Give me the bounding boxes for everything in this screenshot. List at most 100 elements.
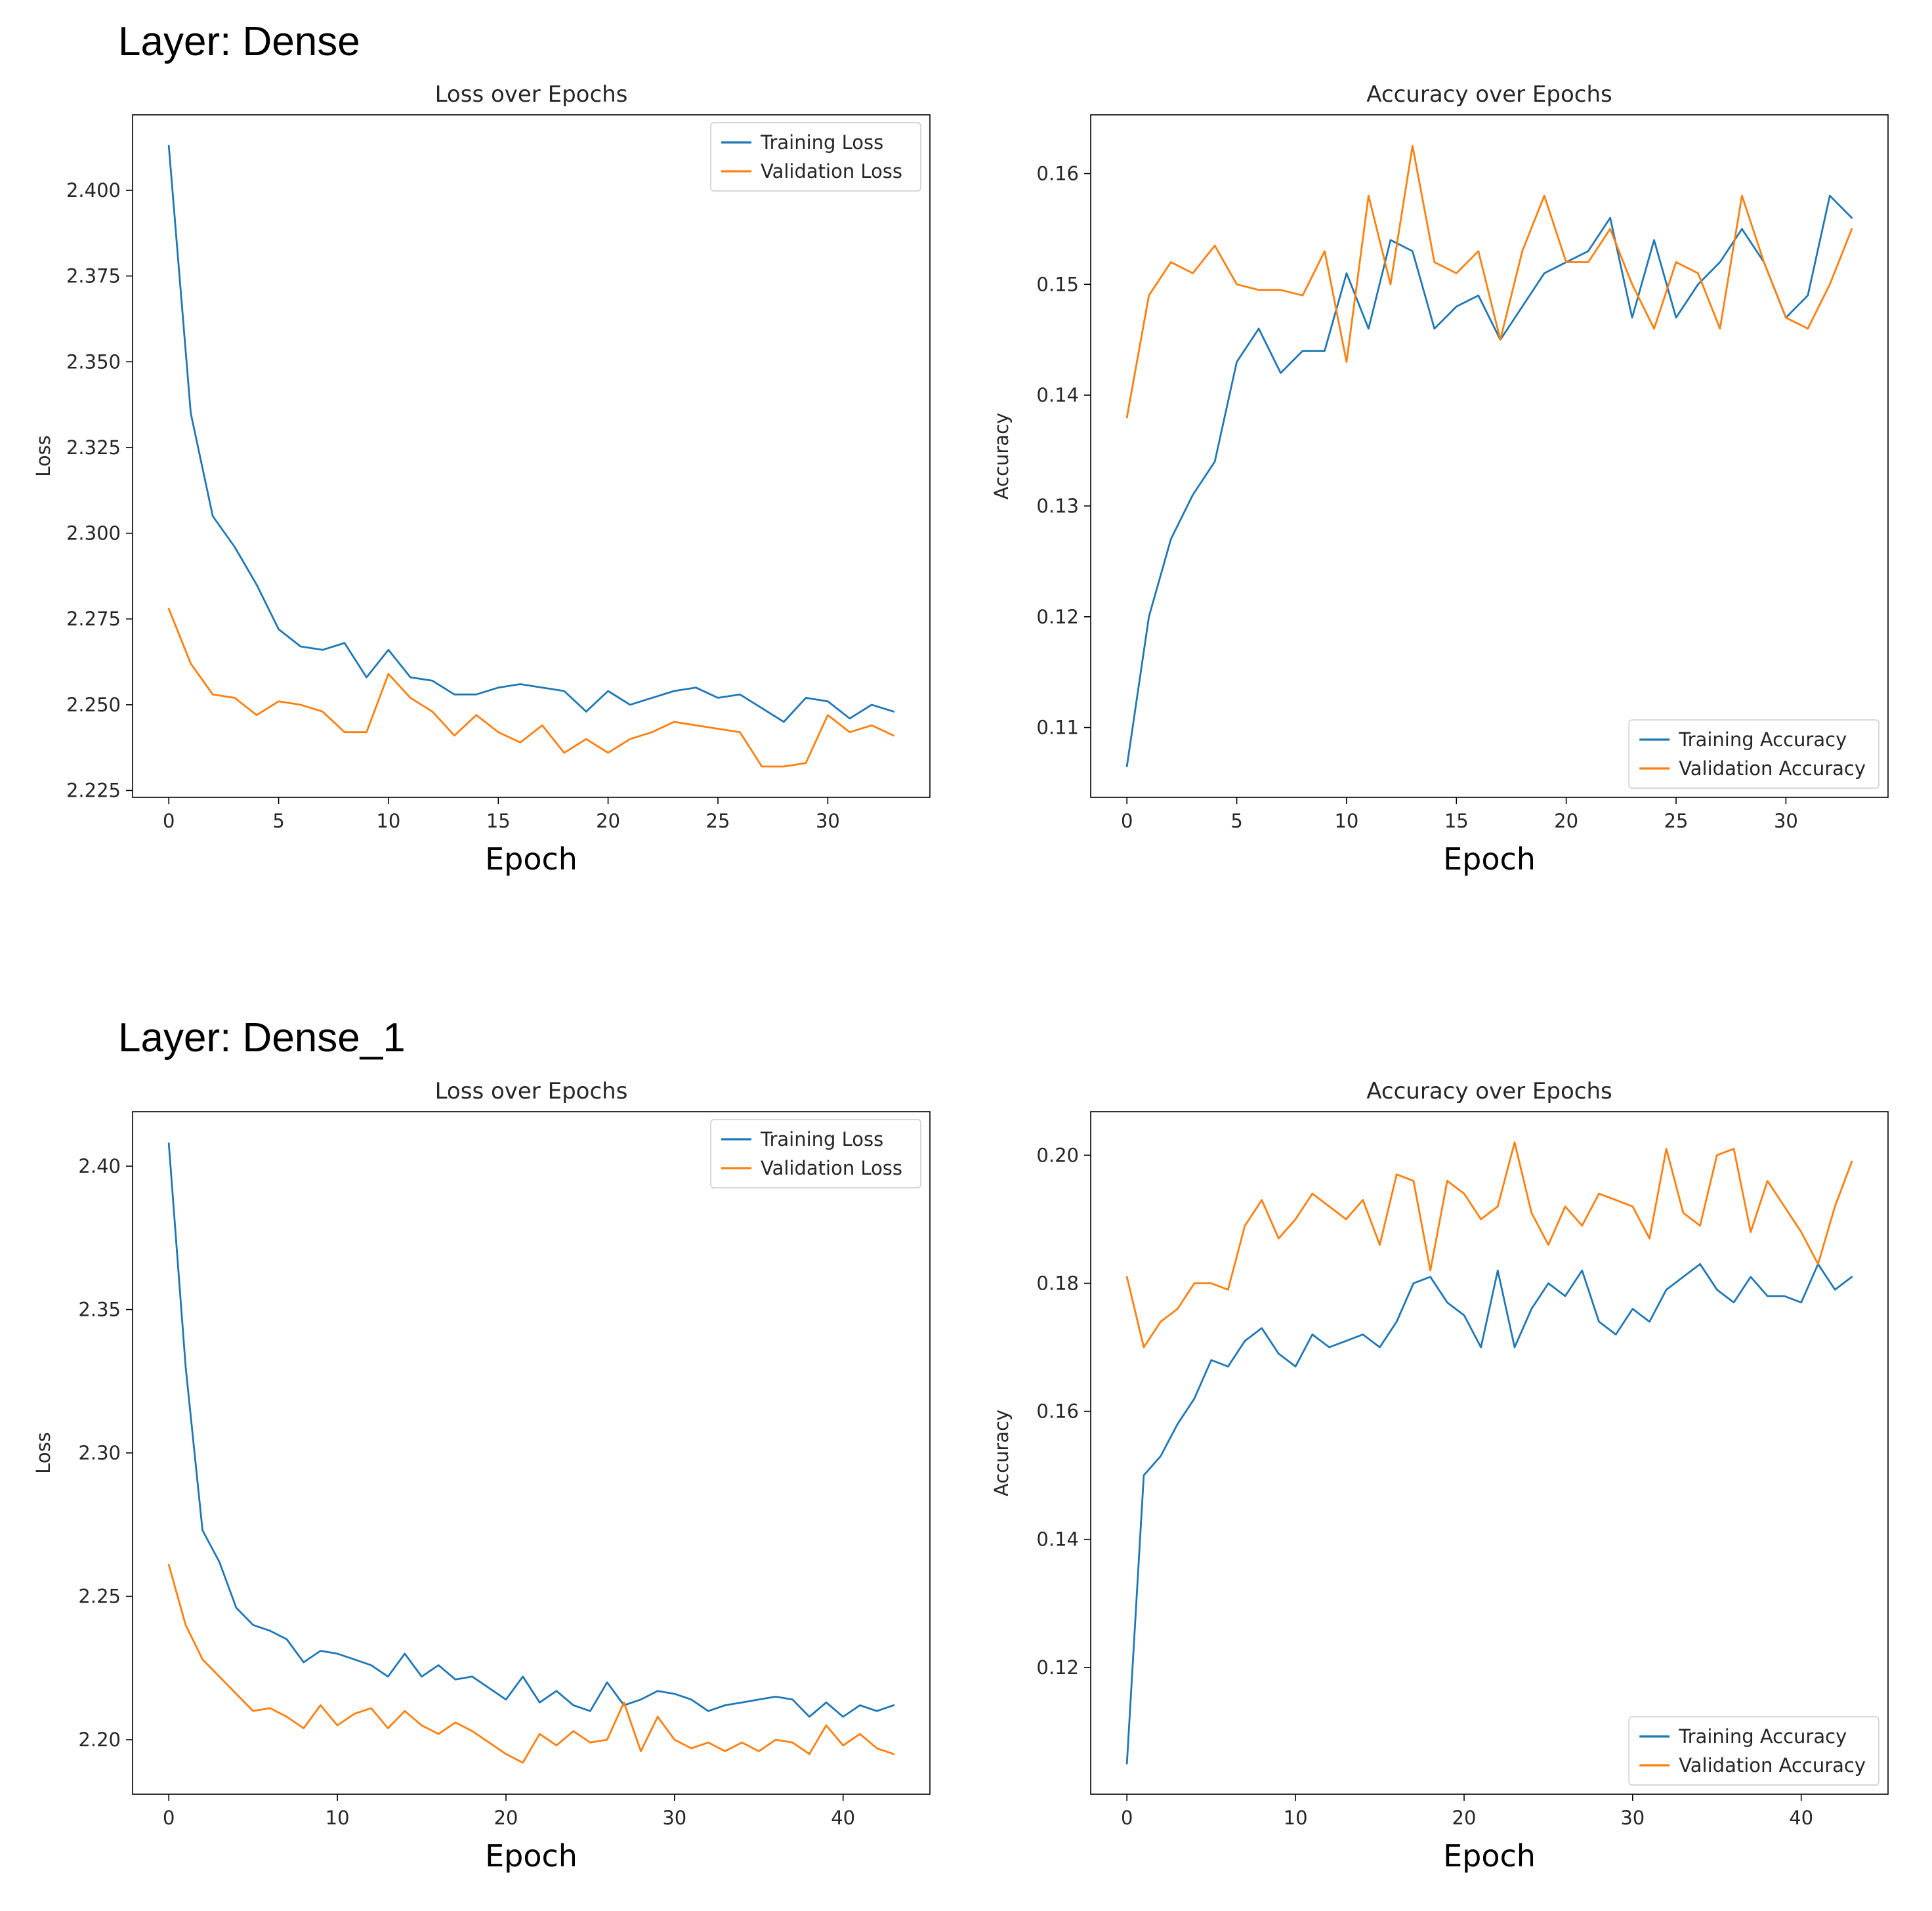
plot-border — [1090, 114, 1889, 799]
y-axis-label: Accuracy — [990, 1409, 1013, 1496]
legend: Training Accuracy Validation Accuracy — [1628, 1715, 1880, 1786]
x-tick-label: 20 — [596, 810, 620, 832]
x-tick-label: 0 — [1121, 1807, 1133, 1829]
legend-label: Validation Accuracy — [1679, 757, 1866, 780]
chart-title: Loss over Epochs — [435, 1078, 628, 1104]
dense-accuracy-chart: Accuracy over Epochs 0.11 0.12 0.13 0.14 0.15… — [986, 74, 1904, 898]
x-tick-label: 10 — [376, 810, 400, 832]
y-tick-label: 0.16 — [1036, 163, 1079, 185]
x-tick-label: 10 — [326, 1807, 350, 1829]
plot-border — [1090, 1110, 1889, 1795]
x-tick-label: 20 — [1554, 810, 1578, 832]
y-tick-label: 2.250 — [66, 694, 121, 716]
y-tick-label: 0.14 — [1036, 1528, 1079, 1550]
y-tick-label: 2.400 — [66, 179, 121, 201]
dense1-charts-row: Loss over Epochs 2.20 2.25 2.30 2.35 2.40 0 10 2… — [0, 1071, 1932, 1895]
legend-box — [1628, 1715, 1880, 1786]
legend: Training Loss Validation Loss — [710, 1118, 921, 1188]
legend-label: Training Accuracy — [1678, 1725, 1847, 1748]
x-tick-label: 0 — [163, 810, 175, 832]
chart-title: Accuracy over Epochs — [1366, 81, 1612, 108]
x-tick-label: 25 — [1664, 810, 1689, 832]
y-tick-label: 2.25 — [78, 1585, 121, 1607]
y-tick-label: 0.14 — [1036, 384, 1079, 406]
legend-label: Training Loss — [760, 131, 883, 154]
y-tick-label: 2.30 — [78, 1442, 121, 1464]
x-tick-label: 15 — [1444, 810, 1469, 832]
dense-charts-row: Loss over Epochs 2.225 2.250 2.275 2.300 2.32… — [0, 74, 1932, 898]
legend-label: Validation Accuracy — [1679, 1754, 1866, 1776]
chart-title: Loss over Epochs — [435, 81, 628, 108]
y-tick-label: 2.225 — [66, 780, 121, 802]
training-loss-line — [167, 1142, 895, 1717]
y-tick-label: 2.375 — [66, 265, 121, 287]
dense-accuracy-chart-svg: Accuracy over Epochs 0.11 0.12 0.13 0.14 0.15… — [990, 81, 1889, 877]
layer-dense-section: Layer: Dense Loss over Epochs 2.225 2.250 2… — [0, 0, 1932, 898]
y-tick-label: 2.325 — [66, 436, 121, 459]
section-title-dense1: Layer: Dense_1 — [118, 1015, 406, 1061]
x-axis-label: Epoch — [1443, 1838, 1536, 1874]
plot-border — [132, 114, 931, 799]
dense-loss-chart: Loss over Epochs 2.225 2.250 2.275 2.300 2.32… — [28, 74, 946, 898]
y-tick-label: 2.350 — [66, 351, 121, 373]
dense1-accuracy-chart: Accuracy over Epochs 0.12 0.14 0.16 0.18 0.20… — [986, 1071, 1904, 1895]
x-tick-label: 0 — [1121, 810, 1133, 832]
y-axis-label: Loss — [32, 435, 54, 477]
x-tick-label: 10 — [1334, 810, 1358, 832]
x-tick-label: 10 — [1284, 1807, 1308, 1829]
dense1-loss-chart: Loss over Epochs 2.20 2.25 2.30 2.35 2.40 0 10 2… — [28, 1071, 946, 1895]
y-axis-label: Accuracy — [990, 413, 1013, 499]
y-tick-label: 2.40 — [78, 1155, 121, 1177]
x-tick-label: 20 — [1452, 1807, 1477, 1829]
training-loss-line — [167, 144, 895, 723]
y-tick-label: 2.300 — [66, 522, 121, 545]
x-tick-label: 40 — [1789, 1807, 1813, 1829]
x-axis-label: Epoch — [485, 841, 578, 877]
x-tick-label: 0 — [163, 1807, 175, 1829]
validation-accuracy-line — [1125, 1141, 1853, 1348]
x-axis-label: Epoch — [1443, 841, 1536, 877]
y-axis-label: Loss — [32, 1432, 54, 1474]
legend-label: Validation Loss — [761, 160, 902, 182]
legend-label: Training Loss — [760, 1128, 883, 1150]
training-accuracy-line — [1125, 1263, 1853, 1765]
y-tick-label: 0.18 — [1036, 1272, 1079, 1294]
x-tick-label: 30 — [816, 810, 840, 832]
x-tick-label: 25 — [706, 810, 730, 832]
section-title-dense: Layer: Dense — [118, 19, 360, 64]
legend: Training Accuracy Validation Accuracy — [1628, 719, 1880, 789]
y-tick-label: 0.12 — [1036, 1656, 1079, 1678]
x-tick-label: 15 — [486, 810, 511, 832]
x-tick-label: 30 — [662, 1807, 686, 1829]
y-tick-label: 2.35 — [78, 1298, 121, 1320]
legend-label: Training Accuracy — [1678, 728, 1847, 751]
y-tick-label: 2.20 — [78, 1729, 121, 1751]
y-tick-label: 0.13 — [1036, 495, 1079, 517]
y-tick-label: 0.16 — [1036, 1400, 1079, 1422]
x-tick-label: 30 — [1620, 1807, 1645, 1829]
legend: Training Loss Validation Loss — [710, 122, 921, 192]
y-tick-label: 2.275 — [66, 608, 121, 630]
validation-loss-line — [167, 608, 895, 768]
x-tick-label: 5 — [1230, 810, 1242, 832]
x-tick-label: 40 — [831, 1807, 855, 1829]
dense-loss-chart-svg: Loss over Epochs 2.225 2.250 2.275 2.300 2.32… — [32, 81, 931, 877]
x-axis-label: Epoch — [485, 1838, 578, 1874]
layer-dense1-section: Layer: Dense_1 Loss over Epochs 2.20 2.25 2… — [0, 996, 1932, 1894]
y-tick-label: 0.15 — [1036, 274, 1079, 296]
validation-accuracy-line — [1125, 145, 1853, 419]
y-tick-label: 0.20 — [1036, 1144, 1079, 1166]
y-tick-label: 0.12 — [1036, 606, 1079, 628]
training-accuracy-line — [1125, 195, 1853, 768]
x-tick-label: 5 — [272, 810, 284, 832]
legend-box — [710, 122, 921, 192]
legend-box — [1628, 719, 1880, 789]
plot-border — [132, 1110, 931, 1795]
legend-label: Validation Loss — [761, 1157, 902, 1179]
dense1-accuracy-chart-svg: Accuracy over Epochs 0.12 0.14 0.16 0.18 0.20… — [990, 1078, 1889, 1874]
x-tick-label: 30 — [1774, 810, 1798, 832]
y-tick-label: 0.11 — [1036, 717, 1079, 739]
dense1-loss-chart-svg: Loss over Epochs 2.20 2.25 2.30 2.35 2.40 0 10 2… — [32, 1078, 931, 1874]
chart-title: Accuracy over Epochs — [1366, 1078, 1612, 1104]
